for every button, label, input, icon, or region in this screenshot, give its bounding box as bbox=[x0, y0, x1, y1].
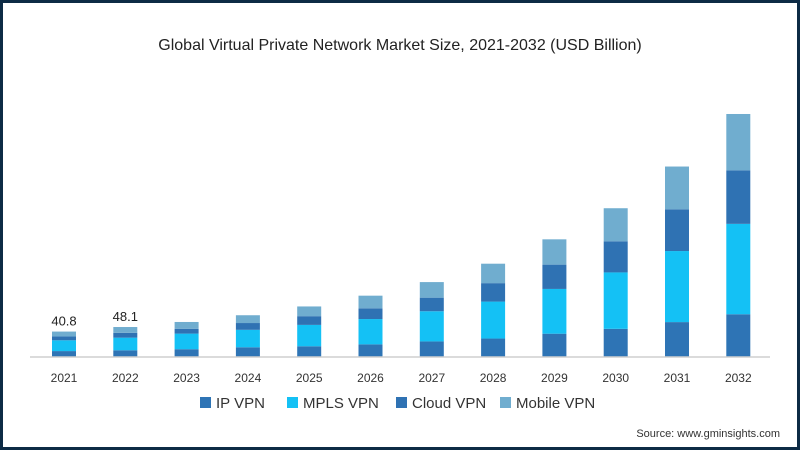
bar-cloud-vpn-2032 bbox=[726, 170, 751, 224]
bar-cloud-vpn-2030 bbox=[603, 241, 628, 273]
bar-cloud-vpn-2023 bbox=[174, 328, 199, 334]
bar-cloud-vpn-2029 bbox=[542, 264, 567, 289]
bar-mpls-vpn-2031 bbox=[665, 251, 689, 323]
bar-mobile-vpn-2027 bbox=[419, 282, 444, 298]
bar-cloud-vpn-2024 bbox=[235, 323, 260, 330]
bar-mpls-vpn-2022 bbox=[113, 337, 138, 351]
bar-mobile-vpn-2026 bbox=[358, 295, 383, 309]
bar-mobile-vpn-2029 bbox=[542, 239, 567, 265]
legend-swatch bbox=[200, 397, 211, 408]
bar-ip-vpn-2032 bbox=[726, 314, 751, 357]
bar-cloud-vpn-2025 bbox=[297, 316, 322, 325]
bar-mpls-vpn-2025 bbox=[297, 324, 322, 347]
x-tick-label: 2030 bbox=[602, 371, 629, 385]
bar-mobile-vpn-2028 bbox=[481, 263, 506, 284]
x-tick-label: 2023 bbox=[173, 371, 200, 385]
x-tick-label: 2029 bbox=[541, 371, 568, 385]
chart-title: Global Virtual Private Network Market Si… bbox=[158, 37, 641, 54]
legend-swatch bbox=[500, 397, 511, 408]
bar-ip-vpn-2029 bbox=[542, 333, 567, 357]
bar-ip-vpn-2025 bbox=[297, 346, 322, 357]
data-label: 40.8 bbox=[51, 314, 76, 329]
bar-mobile-vpn-2021 bbox=[52, 331, 76, 337]
bar-mpls-vpn-2029 bbox=[542, 288, 567, 334]
bar-mobile-vpn-2030 bbox=[603, 208, 628, 242]
bar-mpls-vpn-2027 bbox=[419, 311, 444, 342]
bar-mobile-vpn-2024 bbox=[235, 315, 260, 324]
bar-cloud-vpn-2026 bbox=[358, 308, 383, 320]
bar-cloud-vpn-2028 bbox=[481, 283, 506, 302]
legend-swatch bbox=[287, 397, 298, 408]
x-tick-label: 2032 bbox=[725, 371, 752, 385]
bar-ip-vpn-2026 bbox=[358, 344, 383, 357]
bar-cloud-vpn-2027 bbox=[419, 297, 444, 312]
x-tick-label: 2026 bbox=[357, 371, 384, 385]
legend-label: MPLS VPN bbox=[303, 395, 379, 412]
bar-mpls-vpn-2023 bbox=[174, 333, 199, 350]
bar-mpls-vpn-2026 bbox=[358, 319, 383, 345]
bar-ip-vpn-2027 bbox=[419, 341, 444, 357]
bar-ip-vpn-2030 bbox=[603, 328, 628, 357]
bar-ip-vpn-2021 bbox=[52, 351, 76, 357]
legend-label: IP VPN bbox=[216, 395, 265, 412]
bar-mobile-vpn-2032 bbox=[726, 113, 751, 171]
bar-mobile-vpn-2031 bbox=[665, 166, 689, 210]
x-tick-label: 2022 bbox=[112, 371, 139, 385]
bar-ip-vpn-2031 bbox=[665, 322, 689, 357]
legend-item-ip-vpn: IP VPN bbox=[200, 395, 265, 412]
bar-cloud-vpn-2022 bbox=[113, 332, 138, 338]
x-tick-label: 2027 bbox=[418, 371, 445, 385]
legend-item-mpls-vpn: MPLS VPN bbox=[287, 395, 379, 412]
bar-mpls-vpn-2024 bbox=[235, 329, 260, 348]
legend-item-cloud-vpn: Cloud VPN bbox=[396, 395, 486, 412]
x-tick-label: 2025 bbox=[296, 371, 323, 385]
bar-mpls-vpn-2032 bbox=[726, 223, 751, 315]
legend-item-mobile-vpn: Mobile VPN bbox=[500, 395, 595, 412]
bar-ip-vpn-2028 bbox=[481, 338, 506, 357]
bar-ip-vpn-2023 bbox=[174, 349, 199, 357]
bar-mpls-vpn-2021 bbox=[52, 340, 76, 352]
x-tick-label: 2021 bbox=[51, 371, 78, 385]
bar-mpls-vpn-2030 bbox=[603, 272, 628, 329]
legend-label: Cloud VPN bbox=[412, 395, 486, 412]
bar-mobile-vpn-2022 bbox=[113, 327, 138, 333]
x-tick-label: 2024 bbox=[235, 371, 262, 385]
data-label: 48.1 bbox=[113, 309, 138, 324]
x-tick-label: 2031 bbox=[664, 371, 691, 385]
bar-ip-vpn-2022 bbox=[113, 350, 138, 357]
bar-cloud-vpn-2031 bbox=[665, 209, 689, 252]
legend-label: Mobile VPN bbox=[516, 395, 595, 412]
bar-mobile-vpn-2025 bbox=[297, 306, 322, 317]
bar-ip-vpn-2024 bbox=[235, 347, 260, 357]
legend-swatch bbox=[396, 397, 407, 408]
source-text: Source: www.gminsights.com bbox=[636, 428, 780, 440]
x-tick-label: 2028 bbox=[480, 371, 507, 385]
bar-mpls-vpn-2028 bbox=[481, 301, 506, 339]
bar-mobile-vpn-2023 bbox=[174, 321, 199, 329]
bar-cloud-vpn-2021 bbox=[52, 336, 76, 341]
